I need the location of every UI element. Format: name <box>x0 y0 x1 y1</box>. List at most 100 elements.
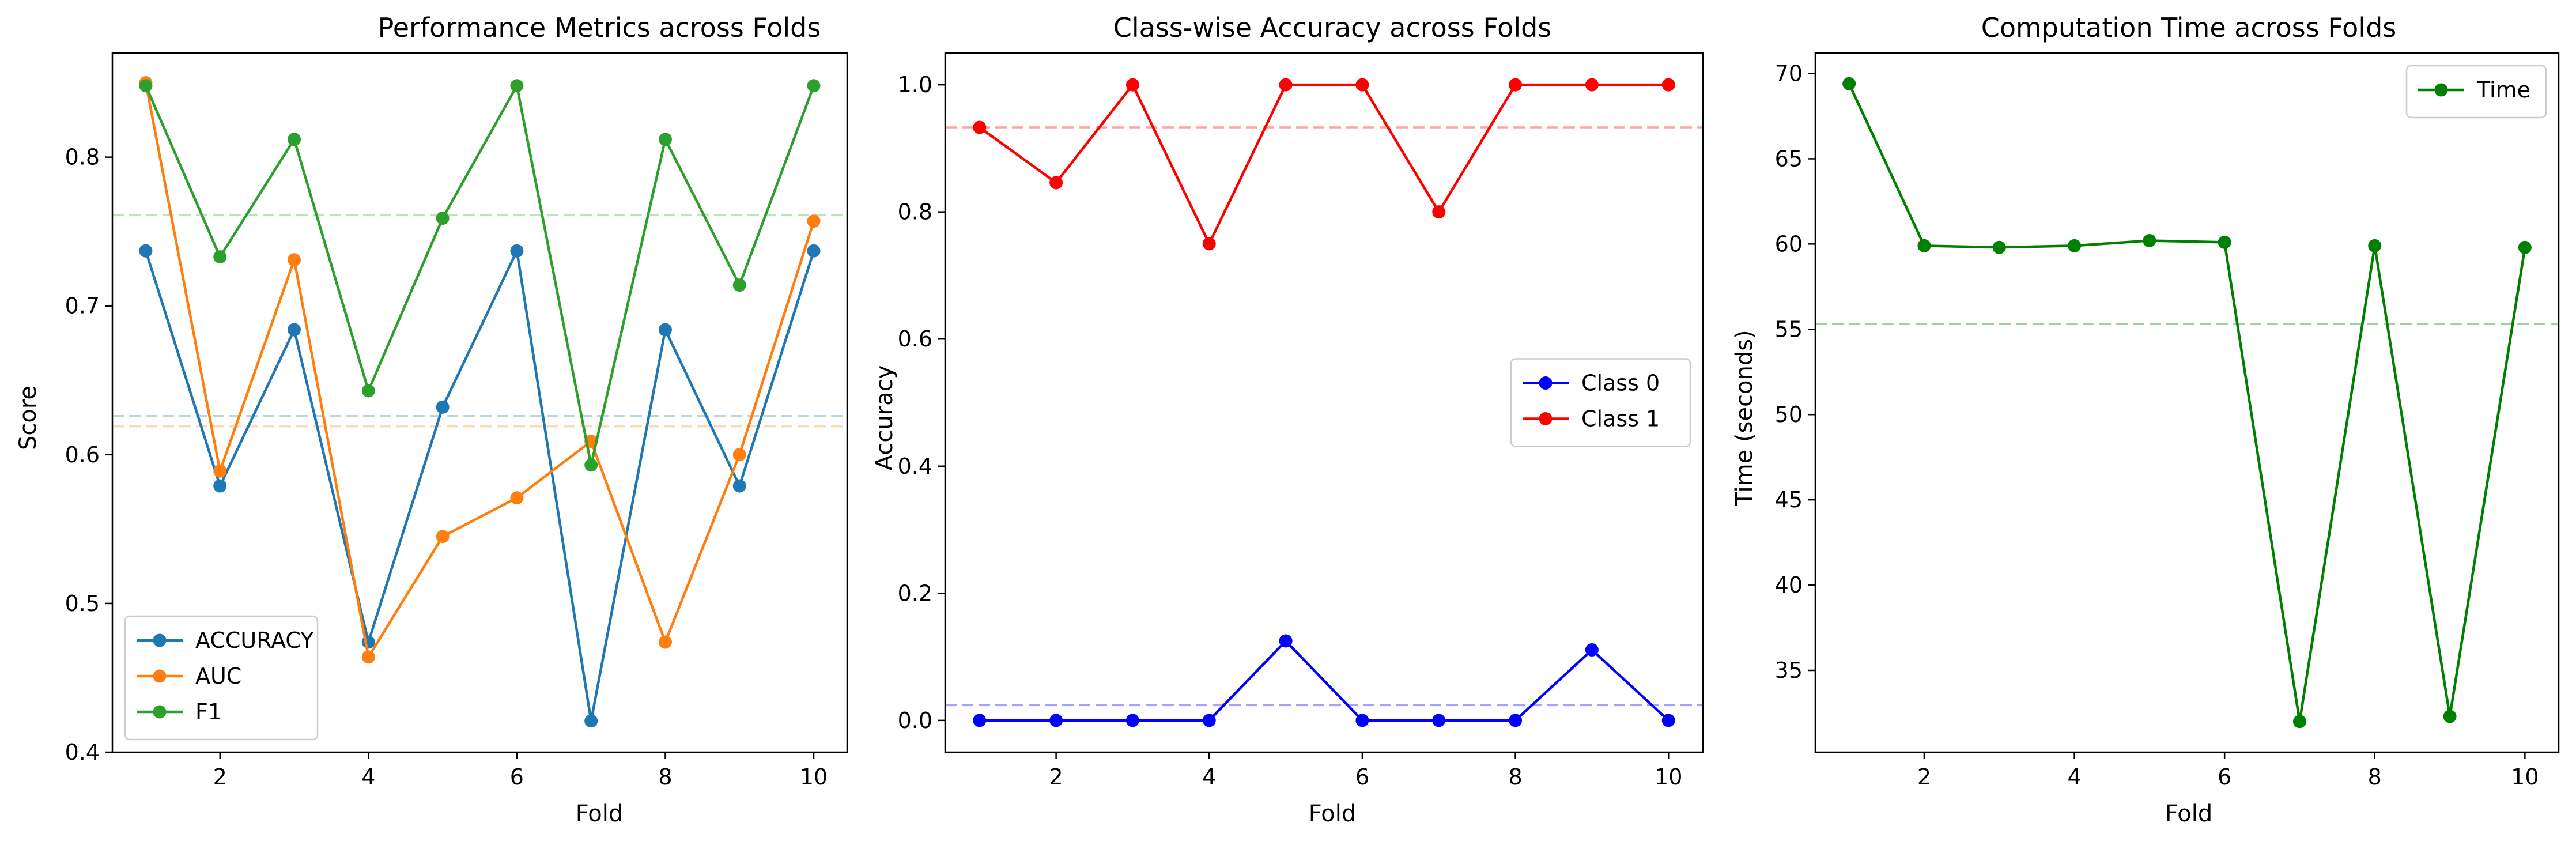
data-point-time <box>2443 710 2457 723</box>
data-point-time <box>2292 715 2306 729</box>
x-tick-label: 10 <box>1655 764 1682 790</box>
data-point-class-0 <box>1661 714 1675 727</box>
series-layer <box>139 76 821 728</box>
legend-box <box>2405 65 2547 119</box>
y-axis-label: Score <box>15 386 41 450</box>
x-axis-label: Fold <box>576 801 624 827</box>
data-point-time <box>2218 235 2231 249</box>
data-point-auc <box>732 448 746 462</box>
y-tick-label: 0.7 <box>65 293 100 319</box>
y-tick-label: 60 <box>1775 231 1803 256</box>
data-point-f1 <box>436 211 450 225</box>
data-point-accuracy <box>139 244 153 258</box>
data-point-time <box>2068 239 2082 252</box>
chart-title: Class-wise Accuracy across Folds <box>1113 12 1552 43</box>
data-point-class-0 <box>1125 714 1139 727</box>
series-layer <box>973 78 1675 727</box>
y-tick-label: 0.8 <box>898 199 932 225</box>
legend-marker <box>2434 83 2448 97</box>
x-axis-label: Fold <box>1309 801 1357 827</box>
legend-item: AUC <box>137 663 241 689</box>
legend: Class 0 Class 1 <box>1510 358 1691 447</box>
data-point-time <box>2143 233 2156 247</box>
series-layer <box>1842 77 2532 729</box>
legend-label: AUC <box>195 663 241 689</box>
x-tick-label: 4 <box>1202 764 1216 790</box>
panel-computation-time: Computation Time across Folds Fold Time … <box>1731 12 2560 827</box>
x-tick-label: 2 <box>1917 764 1931 790</box>
legend-box <box>1510 358 1691 447</box>
mean-lines <box>945 126 1703 707</box>
data-point-accuracy <box>732 479 746 493</box>
data-point-class-0 <box>1279 634 1293 648</box>
legend-marker <box>153 633 167 647</box>
y-tick-label: 0.2 <box>898 580 932 606</box>
y-tick-label: 70 <box>1775 61 1803 86</box>
data-point-class-1 <box>1585 78 1599 92</box>
data-point-f1 <box>213 250 227 264</box>
data-point-auc <box>288 253 301 267</box>
chart-title: Computation Time across Folds <box>1981 12 2397 43</box>
series-line-class-0 <box>979 639 1670 722</box>
series-line-f1 <box>144 84 815 467</box>
x-tick-label: 6 <box>2218 764 2231 790</box>
y-tick-label: 0.6 <box>65 442 100 467</box>
x-tick-label: 8 <box>1508 764 1522 790</box>
x-tick-label: 10 <box>800 764 828 790</box>
panel-class-wise-accuracy: Class-wise Accuracy across Folds Fold Ac… <box>871 12 1704 827</box>
legend-marker <box>153 705 167 719</box>
x-tick-label: 4 <box>361 764 375 790</box>
data-point-accuracy <box>436 400 450 414</box>
data-point-accuracy <box>510 244 524 258</box>
legend-item: Time <box>2418 77 2530 103</box>
series-class-0 <box>973 634 1675 727</box>
ticks: 2 4 6 8 10 0.4 0.5 0.6 0.7 0.8 <box>65 145 828 790</box>
data-point-class-0 <box>1049 714 1063 727</box>
data-point-time <box>2518 240 2532 254</box>
y-tick-label: 0.4 <box>65 740 100 765</box>
x-tick-label: 2 <box>213 764 227 790</box>
series-line-time <box>1848 83 2526 723</box>
data-point-class-1 <box>1355 78 1369 92</box>
legend-item: F1 <box>137 699 222 725</box>
plot-frame <box>944 52 1704 753</box>
y-tick-label: 0.0 <box>898 708 932 733</box>
legend-marker <box>1539 412 1553 425</box>
data-point-auc <box>436 530 450 544</box>
data-point-accuracy <box>584 714 598 728</box>
series-class-1 <box>973 78 1675 251</box>
y-tick-label: 50 <box>1775 402 1803 427</box>
data-point-auc <box>658 635 672 649</box>
y-tick-label: 1.0 <box>898 72 932 97</box>
data-point-class-1 <box>1661 78 1675 92</box>
plot-frame <box>1814 52 2560 753</box>
y-tick-label: 55 <box>1775 316 1803 342</box>
y-tick-label: 0.4 <box>898 454 932 479</box>
data-point-class-0 <box>1202 714 1216 727</box>
legend-item: ACCURACY <box>137 628 314 653</box>
series-line-accuracy <box>144 250 815 723</box>
series-line-auc <box>144 82 815 659</box>
data-point-time <box>1992 240 2006 254</box>
x-tick-label: 8 <box>658 764 672 790</box>
data-point-class-1 <box>1125 78 1139 92</box>
data-point-accuracy <box>807 244 821 258</box>
legend: Time <box>2405 65 2547 119</box>
series-accuracy <box>139 244 821 728</box>
x-tick-label: 6 <box>1355 764 1369 790</box>
ticks: 2 4 6 8 10 35 40 45 50 55 60 65 70 <box>1775 61 2539 790</box>
y-tick-label: 40 <box>1775 572 1803 598</box>
data-point-auc <box>361 650 375 664</box>
data-point-class-0 <box>1355 714 1369 727</box>
data-point-class-1 <box>1432 205 1446 219</box>
x-tick-label: 6 <box>510 764 524 790</box>
data-point-f1 <box>732 278 746 292</box>
plot-frame <box>111 52 848 753</box>
data-point-class-0 <box>1432 714 1446 727</box>
data-point-class-1 <box>1049 176 1063 190</box>
x-tick-label: 2 <box>1049 764 1063 790</box>
legend-box <box>124 615 319 741</box>
y-tick-label: 0.6 <box>898 326 932 352</box>
series-auc <box>139 76 821 664</box>
